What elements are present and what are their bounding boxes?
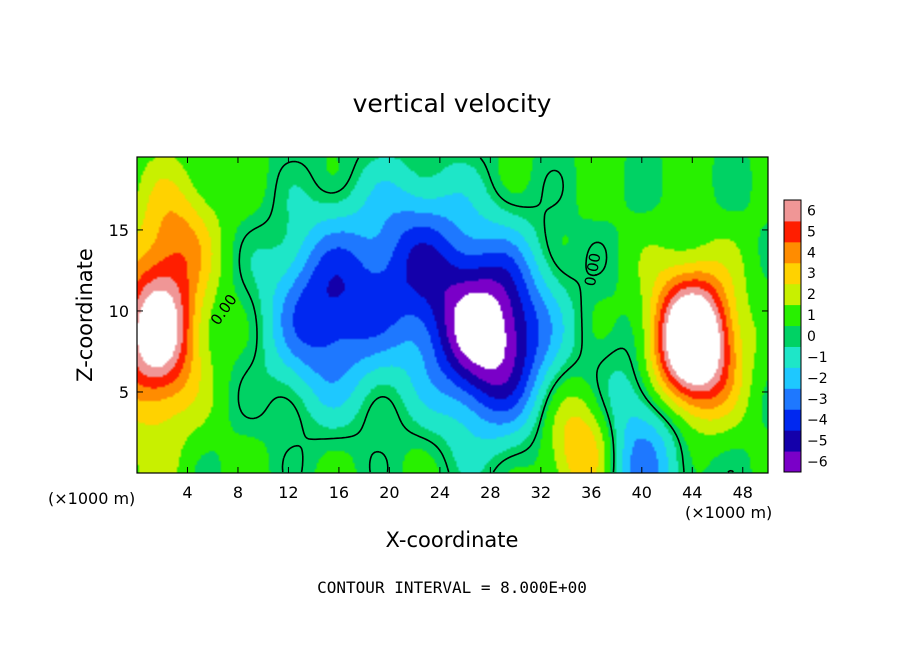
x-unit-label-left: (×1000 m) [48,489,135,508]
chart-title: vertical velocity [353,89,552,118]
x-tick-label: 16 [329,483,349,502]
colorbar-swatch [784,430,801,452]
colorbar-swatch [784,200,801,222]
x-unit-label-right: (×1000 m) [685,503,772,522]
x-axis-label: X-coordinate [386,528,519,552]
colorbar-swatch [784,409,801,431]
y-axis-label: Z-coordinate [73,248,97,382]
colorbar-frame [783,199,802,473]
contour-label: 0.00 [581,252,605,288]
colorbar-swatch [784,304,801,327]
colorbar-tick-label: 6 [807,203,816,219]
y-tick-label: 10 [109,302,129,321]
colorbar-swatch [784,367,801,389]
x-tick-label: 28 [480,483,500,502]
colorbar-tick-label: 5 [807,224,816,240]
colorbar-swatch [784,346,801,368]
colorbar-swatch [784,283,801,306]
colorbar-tick-label: 4 [807,245,816,261]
x-tick-label: 4 [182,483,192,502]
colorbar: 6 5 4 3 2 1 0 −1 −2 −3 −4 −5 −6 [783,199,828,473]
plot-frame [136,156,769,474]
colorbar-tick-label: 1 [807,308,816,324]
colorbar-tick-label: 2 [807,287,816,303]
x-axis: 4 8 12 16 20 24 28 32 36 40 44 48 [182,157,753,502]
x-tick-label: 20 [379,483,399,502]
colorbar-tick-label: −3 [807,392,828,408]
colorbar-tick-label: −1 [807,350,828,366]
zero-contour [237,157,735,473]
colorbar-tick-label: −2 [807,371,828,387]
x-tick-label: 24 [430,483,450,502]
x-tick-label: 40 [632,483,652,502]
colorbar-swatch [784,388,801,410]
colorbar-tick-label: −5 [807,434,828,450]
y-tick-label: 15 [109,221,129,240]
colorbar-tick-label: 0 [807,329,816,345]
colorbar-swatch [784,241,801,264]
x-tick-label: 36 [581,483,601,502]
x-tick-label: 8 [233,483,243,502]
colorbar-swatch [784,325,801,347]
x-tick-label: 12 [278,483,298,502]
colorbar-tick-label: −6 [807,455,828,471]
contour-lines [237,157,735,473]
colorbar-tick-label: −4 [807,413,828,429]
colorbar-tick-label: 3 [807,266,816,282]
x-tick-label: 48 [733,483,753,502]
colorbar-swatch [784,220,801,243]
heatmap-field [137,157,768,473]
x-tick-label: 32 [531,483,551,502]
colorbar-swatch [784,262,801,285]
x-tick-label: 44 [682,483,702,502]
contour-interval-note: CONTOUR INTERVAL = 8.000E+00 [317,578,587,597]
y-tick-label: 5 [119,383,129,402]
y-axis: 5 10 15 [109,221,768,402]
colorbar-swatch [784,451,801,473]
